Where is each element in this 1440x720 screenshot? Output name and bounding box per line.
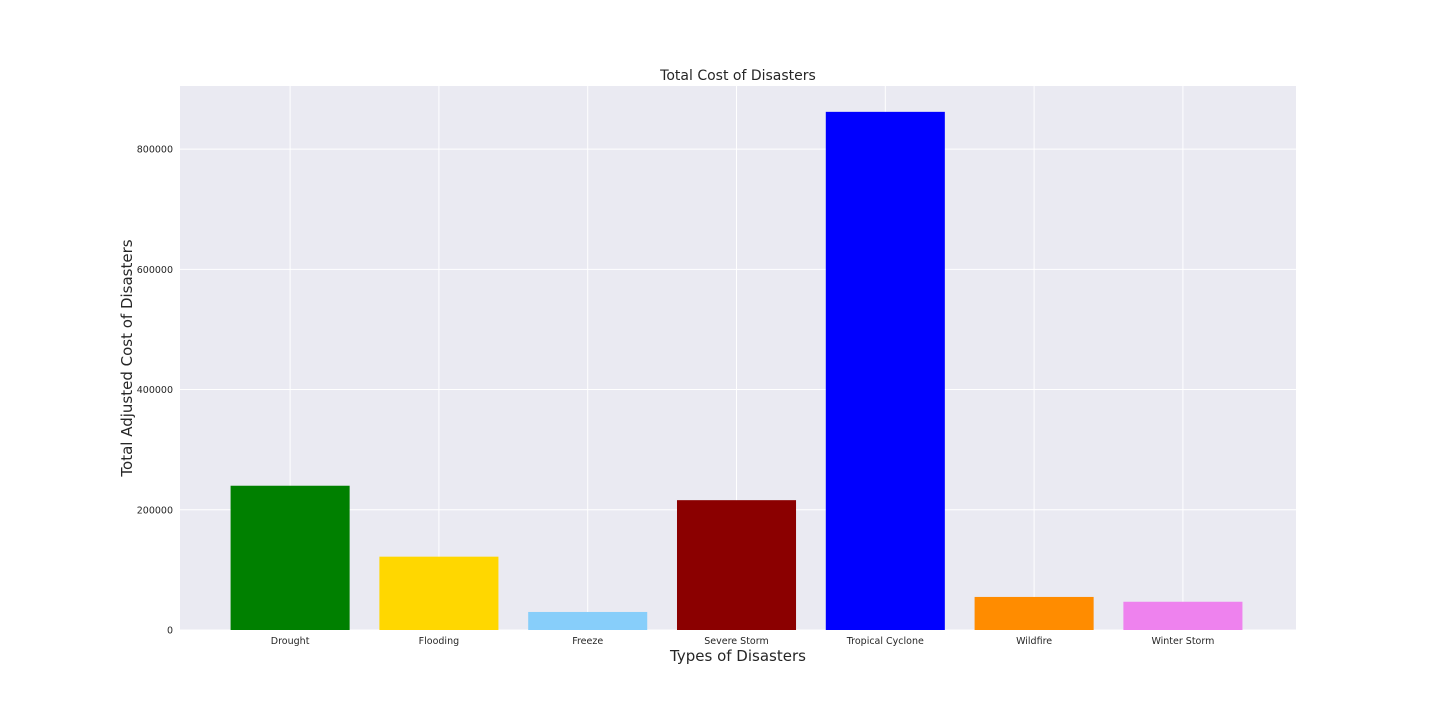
y-axis-label: Total Adjusted Cost of Disasters xyxy=(118,239,136,477)
x-tick-label: Wildfire xyxy=(1016,636,1052,647)
y-tick-labels: 0 200000 400000 600000 800000 xyxy=(137,145,173,637)
bar-freeze xyxy=(528,611,648,630)
x-tick-label: Winter Storm xyxy=(1151,636,1214,647)
bar-tropical-cyclone xyxy=(825,111,945,630)
bars xyxy=(230,111,1243,630)
y-tick-label: 200000 xyxy=(137,505,173,516)
x-tick-label: Tropical Cyclone xyxy=(846,636,924,647)
bar-flooding xyxy=(379,556,499,630)
bar-winter-storm xyxy=(1123,601,1243,630)
chart-title: Total Cost of Disasters xyxy=(659,68,816,84)
x-tick-label: Drought xyxy=(271,636,310,647)
bar-wildfire xyxy=(974,596,1094,630)
y-tick-label: 800000 xyxy=(137,145,173,156)
x-tick-labels: Drought Flooding Freeze Severe Storm Tropica… xyxy=(271,636,1215,647)
x-axis-label: Types of Disasters xyxy=(669,647,806,665)
y-tick-label: 400000 xyxy=(137,385,173,396)
y-tick-label: 600000 xyxy=(137,265,173,276)
bar-severe-storm xyxy=(676,500,797,630)
x-tick-label: Freeze xyxy=(572,636,603,647)
x-tick-label: Flooding xyxy=(419,636,459,647)
y-tick-label: 0 xyxy=(167,626,173,637)
x-tick-label: Severe Storm xyxy=(704,636,768,647)
bar-drought xyxy=(230,485,350,630)
